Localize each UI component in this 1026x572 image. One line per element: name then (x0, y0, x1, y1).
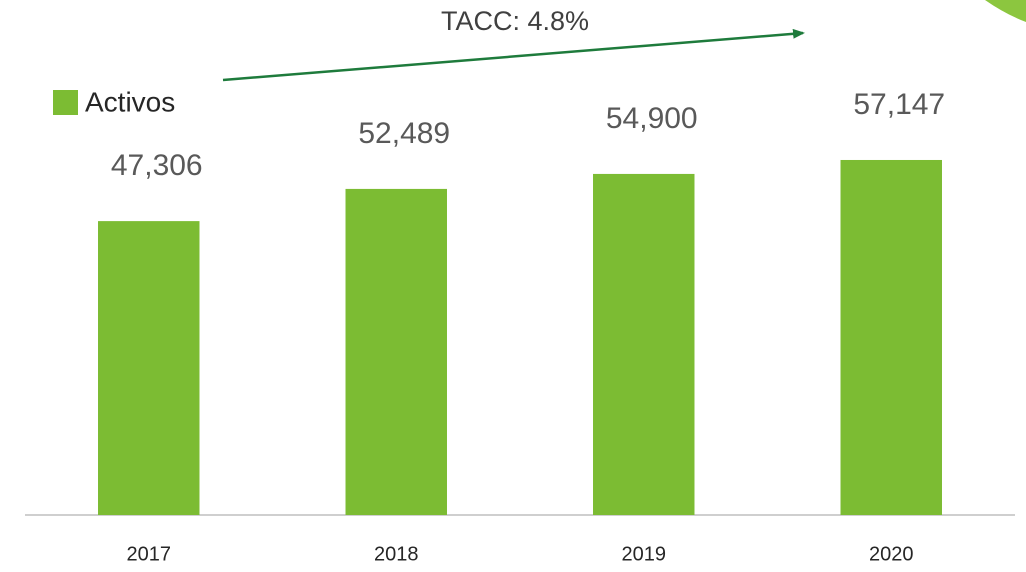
bar (345, 188, 447, 515)
x-tick-label: 2017 (127, 543, 172, 565)
annotation: TACC: 4.8% (441, 6, 589, 36)
x-tick-label: 2020 (869, 543, 914, 565)
bar (98, 221, 200, 515)
x-tick-label: 2018 (374, 543, 419, 565)
data-label: 47,306 (111, 149, 203, 182)
data-label: 54,900 (606, 102, 698, 135)
decoration (985, 0, 1026, 22)
bar (593, 173, 695, 515)
data-label: 52,489 (358, 117, 450, 150)
legend-swatch (53, 90, 78, 115)
data-label: 57,147 (853, 88, 945, 121)
x-tick-label: 2019 (622, 543, 667, 565)
bar (840, 159, 942, 516)
legend-label: Activos (85, 86, 175, 117)
trend-arrow (222, 28, 805, 82)
